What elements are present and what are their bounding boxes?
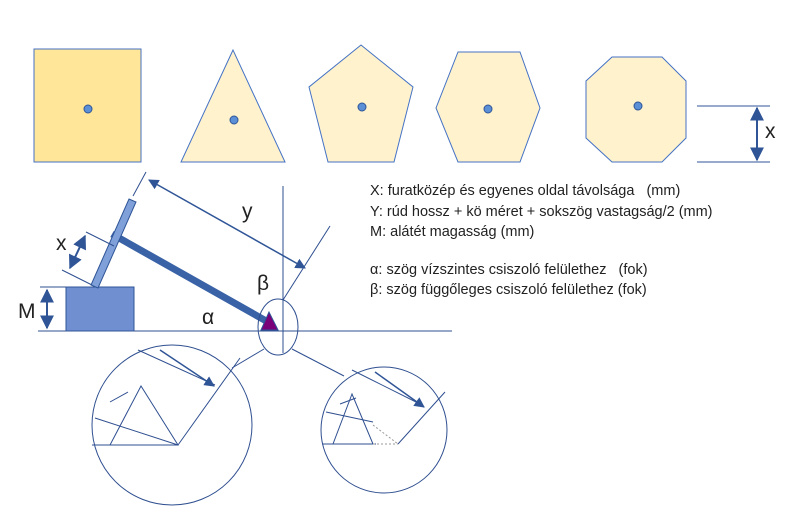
zoom-left-ext-a (94, 417, 179, 446)
alpha-label: α (202, 306, 214, 329)
zoom-left-rod-edge (137, 349, 216, 386)
x-rod-ext-2 (61, 269, 93, 286)
shape-square (33, 48, 142, 163)
stone-marker (260, 310, 279, 331)
square-center-dot (83, 104, 93, 114)
zoom-link-right (291, 348, 345, 377)
hexagon-center-dot (483, 104, 493, 114)
y-ext-end (282, 225, 331, 301)
zoom-right-rod-edge (351, 369, 421, 405)
pentagon-center-dot (357, 102, 367, 112)
rod (110, 230, 270, 326)
triangle-shape (180, 48, 286, 163)
shape-hexagon (435, 51, 541, 163)
zoom-left-angle-line (177, 357, 241, 446)
zoom-left-ext-b (109, 391, 129, 403)
zoom-left-arrow (159, 349, 215, 387)
x-rod-dim-arrow (69, 234, 86, 270)
shape-octagon (585, 56, 687, 163)
zoom-right-outline (320, 366, 448, 494)
zoom-left-triangle (109, 384, 179, 446)
zoom-circle-right (320, 366, 448, 494)
legend-line-y: Y: rúd hossz + kö méret + sokszög vastag… (370, 204, 713, 220)
contact-zoom-ellipse (257, 298, 299, 356)
zoom-right-triangle (332, 392, 374, 445)
zoom-link-left (231, 348, 265, 369)
x-shape-label: x (765, 120, 776, 143)
legend-line-beta: β: szög függőleges csiszoló felülethez (… (370, 282, 647, 298)
y-label: y (242, 200, 253, 223)
y-dim-arrow (148, 179, 306, 269)
octagon-center-dot (633, 101, 643, 111)
shape-pentagon (308, 44, 414, 163)
m-label: M (18, 300, 36, 323)
legend-line-alpha: α: szög vízszintes csiszoló felülethez (… (370, 262, 648, 278)
zoom-right-ext-b (339, 397, 357, 405)
triangle-center-dot (229, 115, 239, 125)
x-rod-label: x (56, 232, 67, 255)
zoom-right-ext-a (325, 411, 374, 423)
beta-label: β (257, 272, 269, 295)
zoom-left-outline (91, 344, 253, 506)
y-ext-start (132, 171, 147, 197)
zoom-circle-left (91, 344, 253, 506)
x-dimension-marker: x (697, 105, 776, 163)
washer-block (65, 286, 135, 332)
zoom-right-dotted (372, 424, 399, 445)
legend: X: furatközép és egyenes oldal távolsága… (370, 183, 713, 298)
legend-line-m: M: alátét magasság (mm) (370, 224, 534, 240)
zoom-right-angle-line (397, 391, 446, 445)
legend-line-x: X: furatközép és egyenes oldal távolsága… (370, 183, 680, 199)
polygon-holder-plate (90, 198, 137, 289)
zoom-right-arrow (374, 371, 425, 408)
x-rod-ext-1 (85, 231, 115, 247)
shape-triangle (180, 48, 286, 163)
